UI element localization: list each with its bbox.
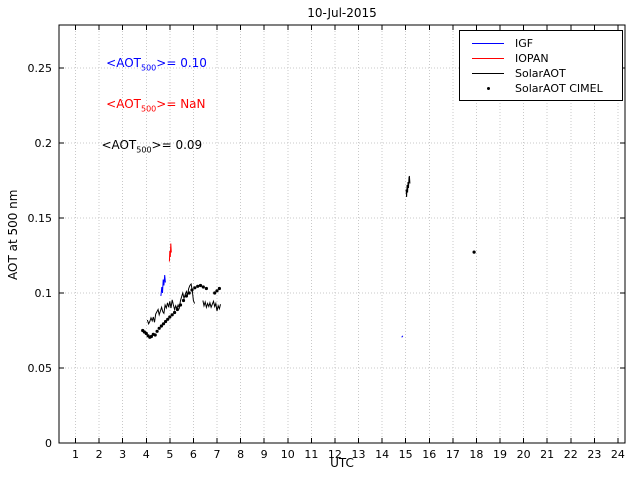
legend-line-sample (468, 73, 508, 74)
x-tick-label: 4 (143, 448, 150, 461)
x-tick-label: 12 (328, 448, 342, 461)
scatter-point (168, 315, 172, 319)
legend: IGF IOPAN SolarAOT SolarAOT CIMEL (459, 30, 623, 101)
x-tick-label: 6 (190, 448, 197, 461)
scatter-point (159, 324, 163, 328)
y-tick-label: 0.25 (28, 62, 53, 75)
scatter-point (198, 283, 203, 288)
x-tick-label: 11 (304, 448, 318, 461)
legend-line-sample (468, 43, 508, 44)
x-axis-label: UTC (330, 456, 354, 470)
legend-item: IOPAN (468, 51, 622, 66)
aot-mean-annotation: <AOT500>= 0.09 (101, 138, 203, 155)
scatter-point (217, 286, 221, 291)
x-tick-label: 23 (587, 448, 601, 461)
scatter-point (181, 298, 186, 303)
x-tick-label: 2 (96, 448, 103, 461)
scatter-point (472, 250, 476, 254)
scatter-point (184, 294, 188, 298)
legend-line-sample (468, 58, 508, 59)
series-line-iopan (168, 243, 172, 262)
scatter-point (187, 291, 191, 295)
legend-item-label: SolarAOT CIMEL (515, 82, 603, 95)
x-tick-label: 13 (352, 448, 366, 461)
x-tick-label: 18 (469, 448, 483, 461)
legend-item: SolarAOT CIMEL (468, 81, 622, 96)
series-line-solaraot (146, 282, 196, 326)
scatter-point (173, 310, 177, 315)
scatter-point (175, 307, 179, 312)
y-tick-label: 0.15 (28, 212, 53, 225)
x-tick-label: 10 (281, 448, 295, 461)
scatter-point (196, 284, 200, 288)
legend-item: IGF (468, 36, 622, 51)
series-line-igf (401, 335, 404, 338)
x-tick-label: 1 (72, 448, 79, 461)
scatter-point (144, 331, 148, 336)
scatter-point (161, 322, 166, 326)
aot-mean-annotation: <AOT500>= 0.10 (106, 55, 207, 72)
legend-item-label: IOPAN (515, 52, 549, 65)
series-scatter-solaraot-cimel (141, 250, 476, 339)
aot-mean-annotation: <AOT500>= NaN (106, 96, 206, 114)
scatter-point (153, 333, 157, 337)
axes-box (58, 24, 626, 444)
x-tick-label: 16 (422, 448, 436, 461)
y-tick-label: 0.1 (35, 287, 53, 300)
x-tick-label: 14 (375, 448, 389, 461)
scatter-point (190, 288, 194, 292)
x-tick-label: 22 (564, 448, 578, 461)
x-tick-label: 21 (540, 448, 554, 461)
y-tick-label: 0.2 (35, 137, 53, 150)
scatter-point (149, 334, 153, 339)
x-tick-label: 17 (446, 448, 460, 461)
scatter-point (155, 329, 159, 333)
scatter-point (213, 291, 217, 295)
scatter-point (157, 326, 161, 330)
scatter-point (193, 286, 197, 290)
y-tick-label: 0 (45, 437, 52, 450)
x-tick-label: 8 (237, 448, 244, 461)
chart-title: 10-Jul-2015 (307, 6, 377, 20)
x-tick-label: 15 (399, 448, 413, 461)
series-line-solaraot (405, 175, 411, 198)
scatter-point (204, 286, 208, 291)
x-tick-label: 24 (611, 448, 625, 461)
scatter-point (164, 319, 168, 324)
legend-item-label: SolarAOT (515, 67, 566, 80)
legend-item: SolarAOT (468, 66, 622, 81)
x-tick-label: 5 (166, 448, 173, 461)
scatter-point (166, 317, 170, 321)
x-tick-label: 19 (493, 448, 507, 461)
legend-item-label: IGF (515, 37, 534, 50)
scatter-point (215, 289, 219, 293)
x-tick-label: 3 (119, 448, 126, 461)
scatter-point (201, 285, 205, 289)
scatter-point (170, 313, 174, 317)
scatter-point (178, 303, 183, 307)
series-line-igf (160, 274, 166, 297)
x-tick-label: 9 (261, 448, 268, 461)
x-tick-label: 20 (517, 448, 531, 461)
x-tick-label: 7 (214, 448, 221, 461)
series-line-solaraot (202, 299, 221, 312)
legend-dot-marker (468, 87, 508, 90)
y-tick-label: 0.05 (28, 362, 53, 375)
y-axis-label: AOT at 500 nm (6, 189, 20, 280)
